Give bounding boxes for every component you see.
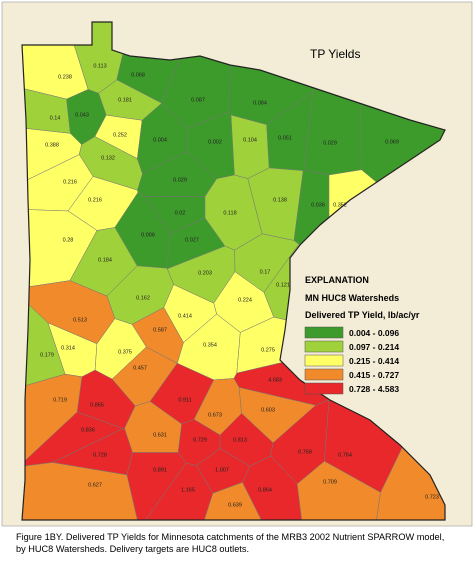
legend-swatch: [304, 382, 344, 395]
watershed-value: 0.132: [101, 155, 115, 161]
watershed-value: 0.709: [323, 479, 337, 485]
watershed-value: 0.162: [136, 295, 150, 301]
watershed-value: 0.388: [45, 142, 59, 148]
watershed-value: 0.002: [208, 139, 222, 145]
legend-label: 0.004 - 0.096: [349, 328, 399, 338]
legend-heading: EXPLANATION: [305, 275, 369, 285]
watershed-value: 0.068: [131, 72, 145, 78]
watershed-value: 0.051: [278, 135, 292, 141]
watershed-value: 0.184: [98, 257, 112, 263]
watershed: [22, 462, 140, 520]
watershed-value: 0.113: [93, 63, 106, 69]
watershed-value: 0.029: [323, 140, 337, 146]
watershed-value: 0.069: [385, 139, 399, 145]
watershed-value: 0.02: [175, 210, 186, 216]
watershed-value: 0.006: [141, 232, 155, 238]
watershed-value: 0.729: [193, 437, 207, 443]
watershed-value: 0.104: [243, 137, 257, 143]
watershed-value: 0.029: [173, 177, 187, 183]
legend: 0.004 - 0.096 0.097 - 0.214 0.215 - 0.414 0…: [304, 326, 399, 395]
watershed-value: 0.17: [260, 269, 271, 275]
legend-label: 0.215 - 0.414: [349, 356, 399, 366]
watershed-value: 0.084: [253, 100, 267, 106]
watershed-value: 0.457: [133, 365, 147, 371]
watershed-value: 0.275: [261, 347, 275, 353]
watershed-value: 0.719: [53, 397, 67, 403]
watershed-value: 0.728: [93, 452, 107, 458]
watershed-value: 0.627: [88, 482, 102, 488]
watershed-value: 0.043: [75, 112, 89, 118]
watershed-value: 0.836: [81, 427, 95, 433]
state-outline: [21, 21, 446, 521]
watershed-value: 0.354: [203, 342, 217, 348]
watershed-value: 0.813: [233, 437, 247, 443]
watershed-value: 0.203: [198, 270, 212, 276]
map-title: TP Yields: [310, 47, 360, 61]
legend-swatch: [304, 326, 344, 339]
watershed-value: 0.252: [113, 132, 127, 138]
watershed-value: 0.138: [273, 197, 287, 203]
watershed-value: 0.118: [223, 210, 236, 216]
watershed-value: 0.027: [185, 237, 199, 243]
watershed-labels: 0.238 0.113 0.068 0.181 0.14 0.043 0.087 0.084 0…: [40, 63, 439, 508]
watershed-value: 0.28: [63, 237, 74, 243]
watershed-value: 0.631: [153, 432, 167, 438]
watershed-value: 0.224: [238, 297, 252, 303]
legend-swatch: [304, 368, 344, 381]
caption-line: Figure 1BY. Delivered TP Yields for Minn…: [16, 532, 444, 542]
legend-label: 0.728 - 4.583: [349, 384, 399, 394]
watershed-value: 0.121: [276, 282, 290, 288]
watershed-value: 0.216: [63, 179, 77, 185]
watershed-value: 0.864: [258, 487, 272, 493]
legend-label: 0.415 - 0.727: [349, 370, 399, 380]
watershed-value: 0.036: [311, 202, 325, 208]
watershed-value: 0.414: [178, 313, 192, 319]
watershed-value: 0.087: [191, 97, 205, 103]
watershed-value: 0.238: [58, 74, 72, 80]
watershed-value: 0.639: [228, 502, 242, 508]
watershed-value: 0.216: [88, 197, 102, 203]
watershed-value: 0.865: [90, 402, 104, 408]
watershed-value: 0.673: [208, 412, 222, 418]
watershed: [230, 114, 270, 179]
watershed-value: 0.004: [153, 137, 167, 143]
watershed-value: 0.587: [153, 327, 167, 333]
watershed-value: 0.723: [425, 494, 439, 500]
watershed-value: 0.764: [338, 452, 352, 458]
watershed: [202, 482, 265, 520]
legend-swatch: [304, 354, 344, 367]
watershed-value: 0.179: [40, 352, 54, 358]
watershed-value: 0.375: [118, 349, 132, 355]
watershed-value: 1.007: [215, 467, 229, 473]
watershed-value: 0.314: [61, 345, 75, 351]
legend-swatch: [304, 340, 344, 353]
legend-label: 0.097 - 0.214: [349, 342, 399, 352]
watershed-value: 0.891: [153, 467, 167, 473]
watershed-value: 0.352: [333, 202, 347, 208]
watershed-value: 4.583: [268, 377, 282, 383]
watershed-value: 0.14: [50, 115, 61, 121]
caption-line: by HUC8 Watersheds. Delivery targets are…: [16, 544, 249, 554]
watershed-value: 0.758: [298, 449, 312, 455]
watershed-value: 0.181: [118, 97, 132, 103]
watershed-value: 0.513: [73, 317, 87, 323]
legend-unit: Delivered TP Yield, lb/ac/yr: [305, 310, 420, 320]
watershed-value: 1.165: [181, 487, 195, 493]
watershed-value: 0.603: [261, 407, 275, 413]
legend-subheading: MN HUC8 Watersheds: [305, 293, 399, 303]
watershed-value: 0.911: [178, 397, 191, 403]
